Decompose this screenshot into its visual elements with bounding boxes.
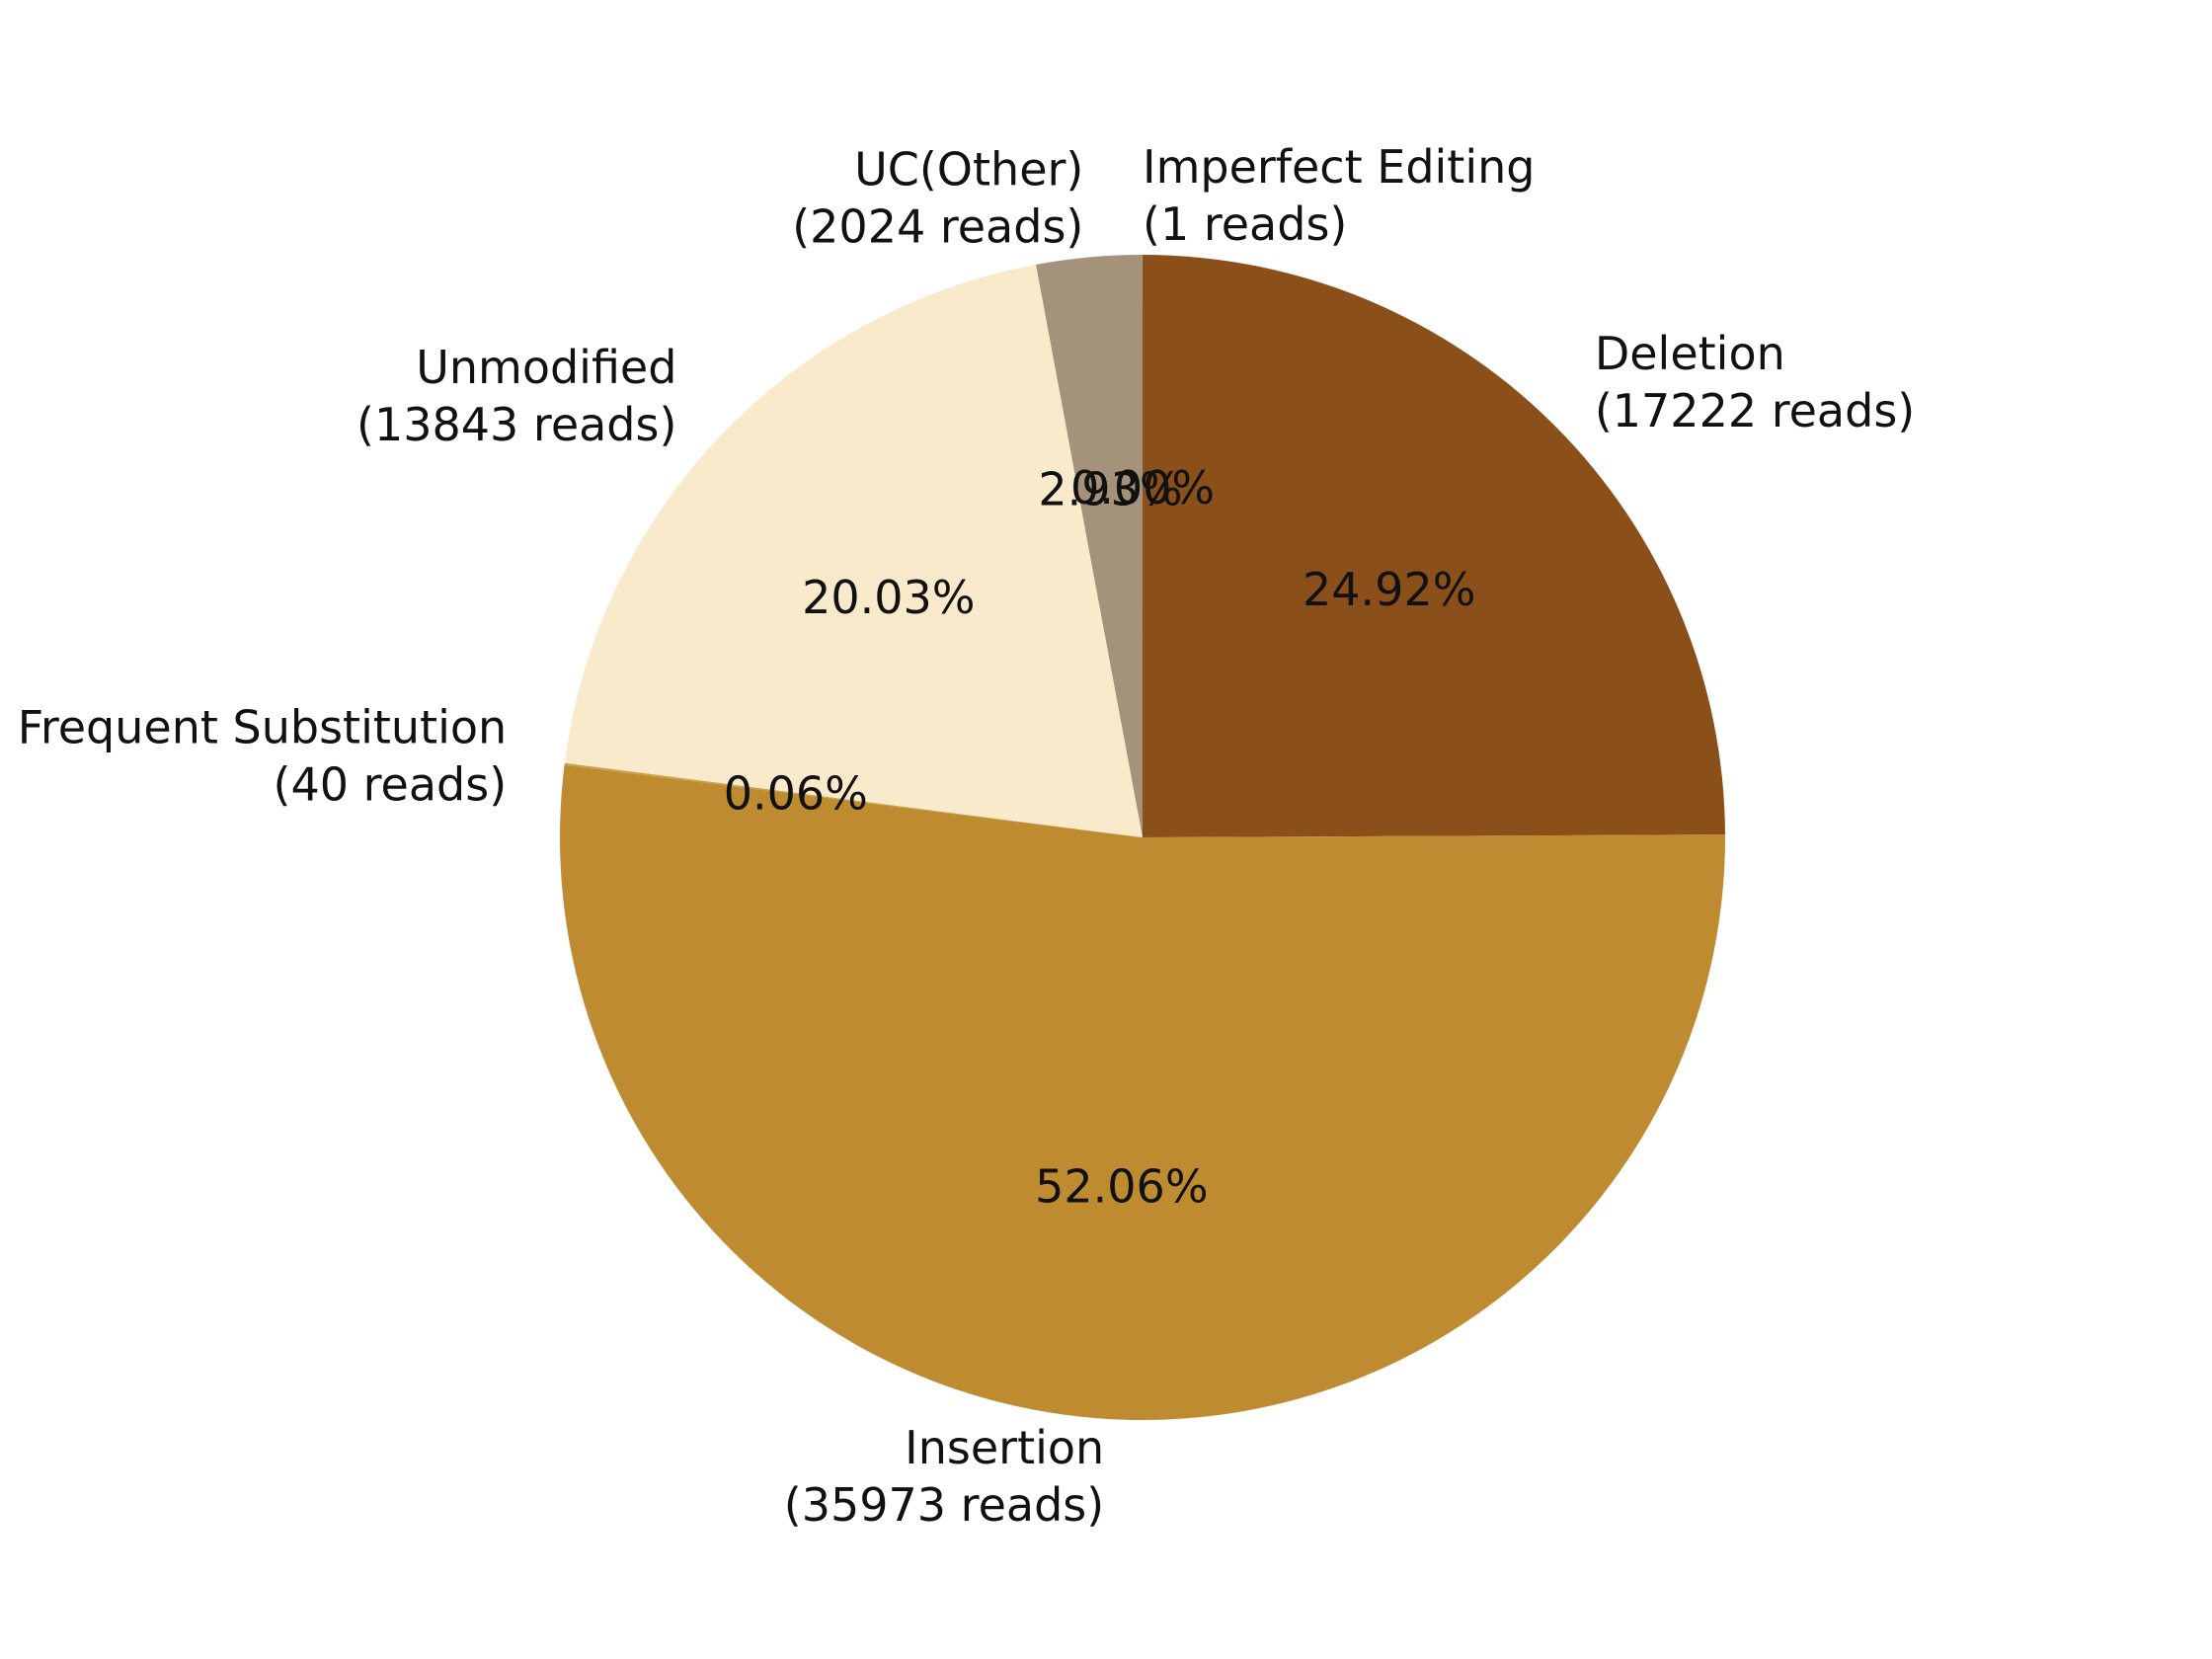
category-reads: (35973 reads) [784,1478,1104,1532]
pie-slices [559,255,1725,1421]
category-name: Insertion [905,1421,1104,1474]
percent-label-deletion: 24.92% [1303,563,1475,616]
category-name: Deletion [1595,327,1785,380]
category-name: Imperfect Editing [1143,140,1535,194]
category-reads: (17222 reads) [1595,384,1915,437]
category-name: Unmodified [416,341,676,394]
category-label-frequent-substitution: Frequent Substitution (40 reads) [18,700,507,811]
percent-label-insertion: 52.06% [1035,1159,1208,1213]
percent-label-unmodified: 20.03% [802,571,975,624]
category-label-insertion: Insertion (35973 reads) [784,1421,1104,1532]
percent-label-imperfect-editing: 0.00% [1070,461,1215,514]
category-reads: (1 reads) [1143,198,1347,251]
pie-slice-frequent-substitution [564,762,1143,837]
category-label-deletion: Deletion (17222 reads) [1595,327,1915,437]
percent-label-frequent-substitution: 0.06% [724,766,868,820]
pie-slice-uc-other [1036,255,1143,837]
category-label-uc-other: UC(Other) (2024 reads) [792,143,1083,254]
category-reads: (2024 reads) [792,200,1083,254]
category-label-imperfect-editing: Imperfect Editing (1 reads) [1143,140,1535,251]
pie-slice-unmodified [564,264,1143,837]
category-label-unmodified: Unmodified (13843 reads) [356,341,676,451]
percent-label-uc-other: 2.93% [1038,462,1182,515]
category-name: UC(Other) [854,143,1083,197]
category-reads: (13843 reads) [356,398,676,451]
pie-slice-deletion [1143,255,1725,837]
pie-slice-insertion [559,764,1725,1421]
category-reads: (40 reads) [274,757,508,811]
pie-labels: 0.00% Imperfect Editing (1 reads) 24.92% Del… [18,140,1915,1532]
category-name: Frequent Substitution [18,700,507,753]
